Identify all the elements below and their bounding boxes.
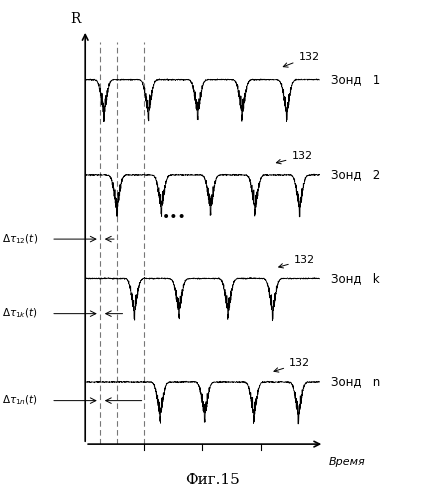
Text: 132: 132: [274, 358, 310, 372]
Text: 132: 132: [283, 52, 320, 67]
Text: 132: 132: [276, 151, 313, 164]
Text: Зонд   n: Зонд n: [331, 375, 380, 389]
Text: Фиг.15: Фиг.15: [186, 473, 240, 487]
Text: Время: Время: [329, 457, 366, 467]
Text: •••: •••: [162, 212, 187, 226]
Text: Зонд   1: Зонд 1: [331, 73, 380, 86]
Text: 132: 132: [279, 255, 315, 268]
Text: Зонд   k: Зонд k: [331, 272, 380, 285]
Text: $\Delta\tau_{1n}(t)$: $\Delta\tau_{1n}(t)$: [2, 394, 38, 407]
Text: R: R: [71, 12, 81, 26]
Text: $\Delta\tau_{1k}(t)$: $\Delta\tau_{1k}(t)$: [2, 307, 38, 320]
Text: $\Delta\tau_{12}(t)$: $\Delta\tau_{12}(t)$: [2, 233, 38, 246]
Text: Зонд   2: Зонд 2: [331, 168, 380, 182]
